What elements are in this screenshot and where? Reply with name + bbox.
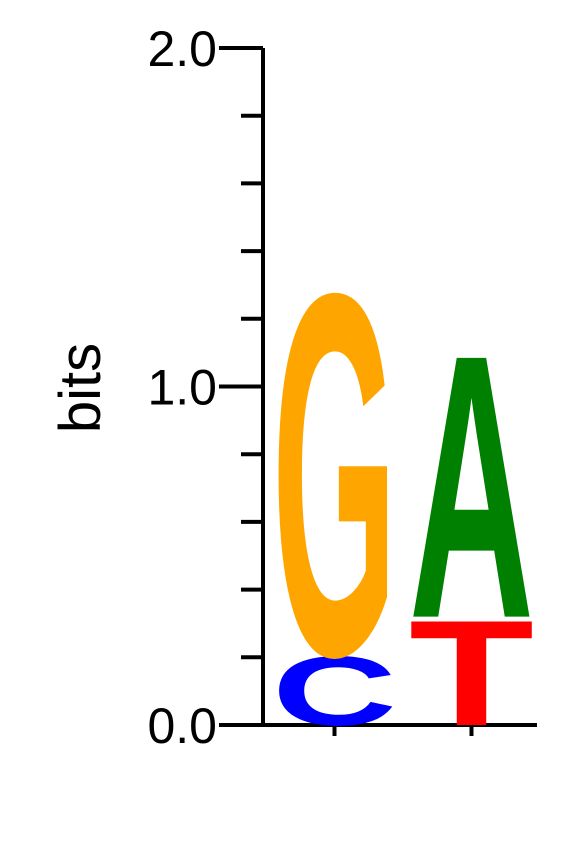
logo-letter-A: A [409, 278, 534, 698]
x-ticks [332, 725, 474, 736]
y-ticks: 0.0 1.0 2.0 [147, 21, 263, 754]
y-tick-label: 0.0 [147, 698, 217, 754]
logo-letters: CG TA [272, 187, 534, 765]
y-axis-label: bits [48, 343, 113, 433]
y-tick-label: 1.0 [147, 360, 217, 416]
logo-letter-C: C [272, 635, 397, 746]
logo-letter-T: T [409, 589, 534, 757]
y-tick-label: 2.0 [147, 21, 217, 77]
logo-letter-G: G [272, 187, 397, 765]
